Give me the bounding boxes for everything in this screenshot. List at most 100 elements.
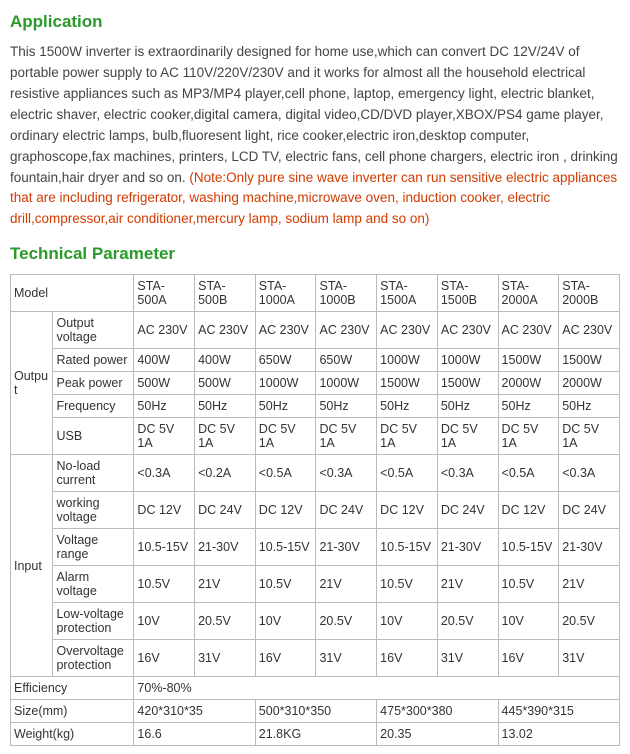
cell: <0.3A bbox=[316, 455, 377, 492]
row-label: Efficiency bbox=[11, 677, 134, 700]
cell: 10.5-15V bbox=[377, 529, 438, 566]
row-label: USB bbox=[53, 418, 134, 455]
cell: 10.5-15V bbox=[255, 529, 316, 566]
output-group-label: Output bbox=[11, 312, 53, 455]
cell: 10V bbox=[377, 603, 438, 640]
table-row: Model STA-500A STA-500B STA-1000A STA-10… bbox=[11, 275, 620, 312]
cell: <0.5A bbox=[498, 455, 559, 492]
table-row: Alarm voltage 10.5V 21V 10.5V 21V 10.5V … bbox=[11, 566, 620, 603]
cell: 10.5V bbox=[377, 566, 438, 603]
cell: <0.5A bbox=[377, 455, 438, 492]
cell: AC 230V bbox=[559, 312, 620, 349]
application-paragraph: This 1500W inverter is extraordinarily d… bbox=[10, 42, 620, 230]
row-label: Frequency bbox=[53, 395, 134, 418]
cell: 31V bbox=[316, 640, 377, 677]
cell: 1000W bbox=[255, 372, 316, 395]
input-group-label: Input bbox=[11, 455, 53, 677]
cell: 420*310*35 bbox=[134, 700, 255, 723]
cell: DC 5V 1A bbox=[134, 418, 195, 455]
table-row: working voltage DC 12V DC 24V DC 12V DC … bbox=[11, 492, 620, 529]
cell: 21-30V bbox=[437, 529, 498, 566]
cell: DC 24V bbox=[437, 492, 498, 529]
cell: <0.2A bbox=[195, 455, 256, 492]
cell: <0.3A bbox=[559, 455, 620, 492]
table-row: Peak power 500W 500W 1000W 1000W 1500W 1… bbox=[11, 372, 620, 395]
cell: 10.5-15V bbox=[134, 529, 195, 566]
cell: DC 5V 1A bbox=[195, 418, 256, 455]
model-cell: STA-500A bbox=[134, 275, 195, 312]
cell: 50Hz bbox=[559, 395, 620, 418]
model-cell: STA-2000A bbox=[498, 275, 559, 312]
cell: 50Hz bbox=[498, 395, 559, 418]
cell: 20.35 bbox=[377, 723, 498, 746]
table-row: Size(mm) 420*310*35 500*310*350 475*300*… bbox=[11, 700, 620, 723]
cell: 31V bbox=[559, 640, 620, 677]
cell: <0.3A bbox=[437, 455, 498, 492]
table-row: USB DC 5V 1A DC 5V 1A DC 5V 1A DC 5V 1A … bbox=[11, 418, 620, 455]
cell: 1500W bbox=[559, 349, 620, 372]
cell: AC 230V bbox=[316, 312, 377, 349]
model-cell: STA-1500B bbox=[437, 275, 498, 312]
cell: DC 5V 1A bbox=[437, 418, 498, 455]
row-label: Size(mm) bbox=[11, 700, 134, 723]
model-cell: STA-1500A bbox=[377, 275, 438, 312]
cell: 10.5-15V bbox=[498, 529, 559, 566]
cell: 50Hz bbox=[316, 395, 377, 418]
table-row: Overvoltage protection 16V 31V 16V 31V 1… bbox=[11, 640, 620, 677]
table-row: Frequency 50Hz 50Hz 50Hz 50Hz 50Hz 50Hz … bbox=[11, 395, 620, 418]
cell: DC 24V bbox=[559, 492, 620, 529]
model-label: Model bbox=[11, 275, 134, 312]
cell: DC 5V 1A bbox=[559, 418, 620, 455]
table-row: Efficiency 70%-80% bbox=[11, 677, 620, 700]
row-label: Peak power bbox=[53, 372, 134, 395]
cell: 21-30V bbox=[195, 529, 256, 566]
cell: DC 5V 1A bbox=[255, 418, 316, 455]
cell: AC 230V bbox=[134, 312, 195, 349]
cell: 16.6 bbox=[134, 723, 255, 746]
cell: DC 5V 1A bbox=[316, 418, 377, 455]
cell: 475*300*380 bbox=[377, 700, 498, 723]
cell: 50Hz bbox=[255, 395, 316, 418]
cell: AC 230V bbox=[498, 312, 559, 349]
application-heading: Application bbox=[10, 12, 620, 32]
cell: 21-30V bbox=[316, 529, 377, 566]
cell: 1500W bbox=[377, 372, 438, 395]
model-cell: STA-1000B bbox=[316, 275, 377, 312]
cell: 21.8KG bbox=[255, 723, 376, 746]
cell: 21-30V bbox=[559, 529, 620, 566]
cell: 1500W bbox=[498, 349, 559, 372]
cell: 2000W bbox=[498, 372, 559, 395]
cell: 10V bbox=[134, 603, 195, 640]
row-label: Voltage range bbox=[53, 529, 134, 566]
cell: 400W bbox=[195, 349, 256, 372]
row-label: Overvoltage protection bbox=[53, 640, 134, 677]
cell: 445*390*315 bbox=[498, 700, 619, 723]
table-row: Low-voltage protection 10V 20.5V 10V 20.… bbox=[11, 603, 620, 640]
cell: DC 24V bbox=[195, 492, 256, 529]
cell: 10.5V bbox=[134, 566, 195, 603]
cell: 10.5V bbox=[498, 566, 559, 603]
cell: 50Hz bbox=[134, 395, 195, 418]
cell: AC 230V bbox=[195, 312, 256, 349]
cell: AC 230V bbox=[437, 312, 498, 349]
row-label: Low-voltage protection bbox=[53, 603, 134, 640]
cell: DC 24V bbox=[316, 492, 377, 529]
cell: 70%-80% bbox=[134, 677, 620, 700]
cell: 10V bbox=[498, 603, 559, 640]
cell: 20.5V bbox=[195, 603, 256, 640]
cell: <0.3A bbox=[134, 455, 195, 492]
cell: 21V bbox=[559, 566, 620, 603]
table-row: Weight(kg) 16.6 21.8KG 20.35 13.02 bbox=[11, 723, 620, 746]
cell: 20.5V bbox=[316, 603, 377, 640]
cell: 500W bbox=[134, 372, 195, 395]
cell: 50Hz bbox=[377, 395, 438, 418]
cell: 16V bbox=[377, 640, 438, 677]
tech-param-table: Model STA-500A STA-500B STA-1000A STA-10… bbox=[10, 274, 620, 746]
table-row: Input No-load current <0.3A <0.2A <0.5A … bbox=[11, 455, 620, 492]
cell: 500W bbox=[195, 372, 256, 395]
cell: 50Hz bbox=[437, 395, 498, 418]
cell: 50Hz bbox=[195, 395, 256, 418]
cell: 16V bbox=[255, 640, 316, 677]
cell: DC 12V bbox=[134, 492, 195, 529]
cell: 10.5V bbox=[255, 566, 316, 603]
